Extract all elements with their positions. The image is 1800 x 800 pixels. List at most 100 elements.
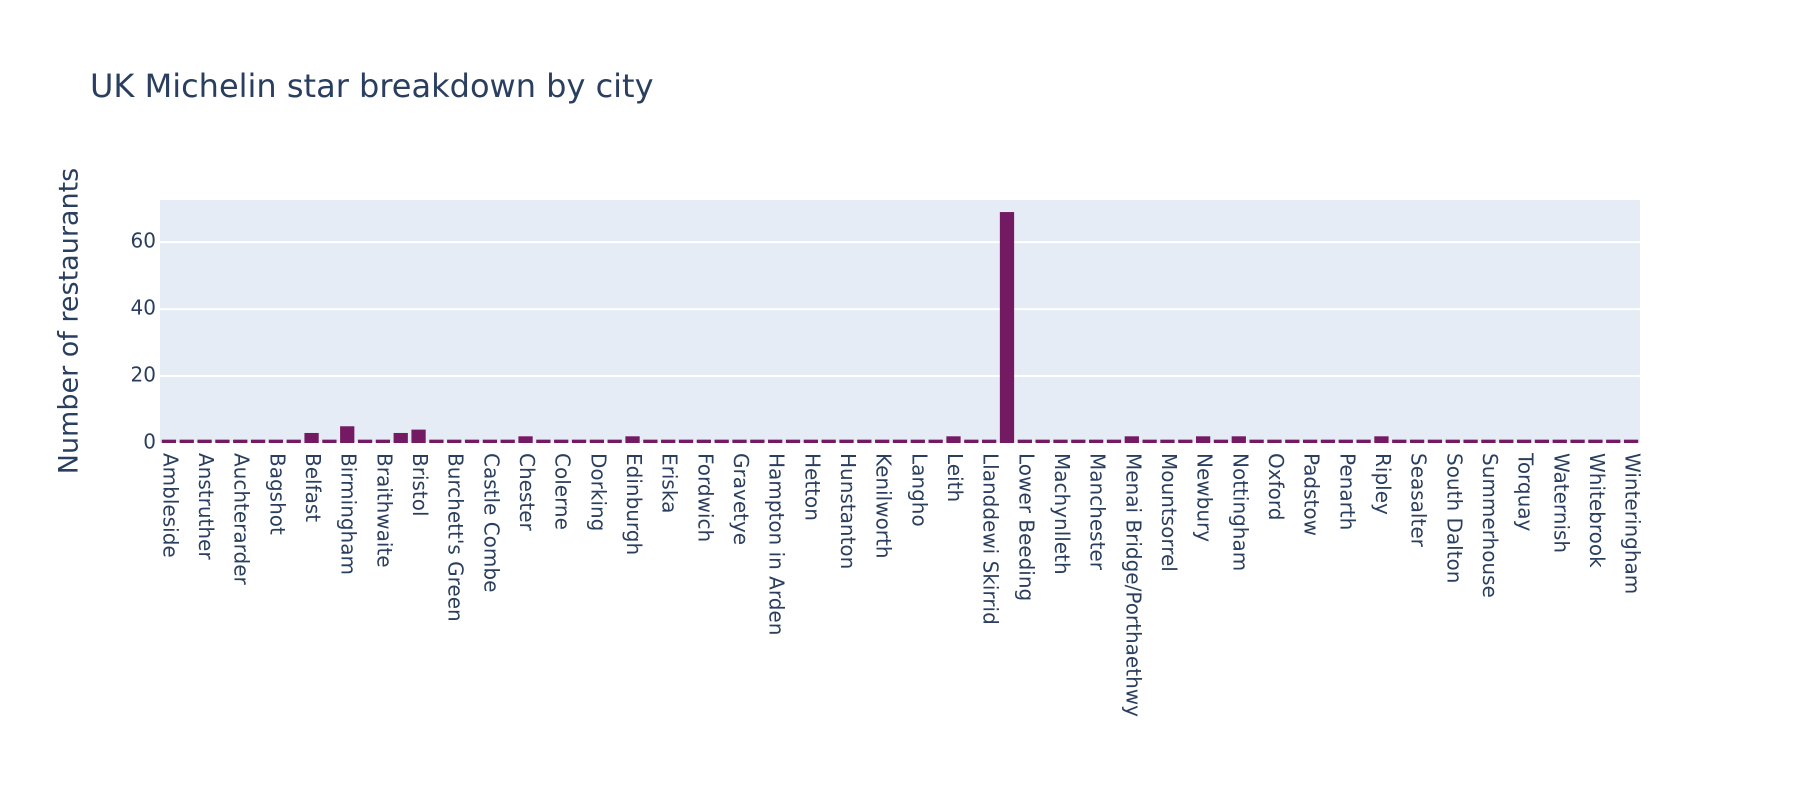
- bar: [1196, 436, 1211, 443]
- bar: [197, 439, 212, 443]
- bar: [250, 439, 266, 443]
- bar: [1089, 439, 1104, 443]
- x-tick-label: Llanddewi Skirrid: [979, 453, 1003, 625]
- bar: [304, 432, 319, 443]
- bar: [1463, 439, 1478, 443]
- bar: [910, 439, 925, 443]
- x-tick-label: Colerne: [551, 453, 575, 530]
- bar: [946, 436, 961, 443]
- x-tick-label: Chester: [515, 453, 539, 532]
- bar: [607, 439, 622, 443]
- bar: [1623, 439, 1639, 443]
- bar: [233, 439, 248, 443]
- bar: [1320, 439, 1336, 443]
- x-tick-label: Kenilworth: [872, 453, 896, 559]
- bar: [571, 439, 587, 443]
- bar: [1356, 439, 1371, 443]
- bar: [982, 439, 997, 443]
- x-tick-label: Mountsorrel: [1157, 453, 1181, 572]
- x-tick-label: Summerhouse: [1478, 453, 1502, 598]
- bar: [1267, 439, 1282, 443]
- bar: [678, 439, 694, 443]
- bar: [1481, 439, 1496, 443]
- x-tick-label: Bristol: [408, 453, 432, 517]
- bar: [1160, 439, 1175, 443]
- bar: [375, 439, 391, 443]
- x-tick-label: Anstruther: [194, 453, 218, 560]
- x-tick-label: Belfast: [301, 453, 325, 522]
- bar: [1445, 439, 1460, 443]
- y-tick-label: 40: [131, 296, 156, 320]
- x-tick-label: Waternish: [1549, 453, 1573, 553]
- x-tick-label: Manchester: [1086, 453, 1110, 571]
- bar: [215, 439, 230, 443]
- bar: [714, 439, 729, 443]
- bar: [1392, 439, 1407, 443]
- x-tick-label: Edinburgh: [622, 453, 646, 555]
- plot-area: [160, 200, 1640, 443]
- bar: [892, 439, 908, 443]
- x-tick-label: Hetton: [800, 453, 824, 521]
- bar: [429, 439, 444, 443]
- bar: [1302, 439, 1318, 443]
- x-tick-label: Newbury: [1193, 453, 1217, 542]
- bar: [161, 439, 177, 443]
- bar: [1409, 439, 1425, 443]
- bar: [357, 439, 373, 443]
- bar: [1017, 439, 1032, 443]
- bar: [1534, 439, 1550, 443]
- bar: [803, 439, 818, 443]
- bar: [1178, 439, 1193, 443]
- bar: [1124, 436, 1139, 443]
- x-tick-label: Oxford: [1264, 453, 1288, 520]
- bar: [411, 429, 426, 443]
- bar: [1142, 439, 1157, 443]
- x-tick-label: Lower Beeding: [1014, 453, 1038, 601]
- bar: [179, 439, 194, 443]
- bar: [500, 439, 515, 443]
- bar: [661, 439, 676, 443]
- x-tick-label: Fordwich: [693, 453, 717, 542]
- bar: [268, 439, 284, 443]
- x-tick-label: Langho: [907, 453, 931, 527]
- x-tick-label: Torquay: [1514, 452, 1538, 532]
- bar: [340, 426, 355, 443]
- bar: [785, 439, 801, 443]
- bar: [1106, 439, 1122, 443]
- bar: [928, 439, 943, 443]
- bar: [589, 439, 604, 443]
- bar: [1285, 439, 1300, 443]
- x-tick-label: Ripley: [1371, 453, 1395, 515]
- bar: [750, 439, 765, 443]
- bar: [1035, 439, 1050, 443]
- bar: [857, 439, 872, 443]
- x-tick-label: Braithwaite: [372, 453, 396, 568]
- x-tick-label: Hampton in Arden: [765, 453, 789, 635]
- bar: [1231, 436, 1246, 443]
- bar: [518, 436, 533, 443]
- bar: [768, 439, 783, 443]
- x-tick-label: Ambleside: [158, 453, 182, 558]
- bar: [554, 439, 569, 443]
- bar: [1570, 439, 1585, 443]
- x-tick-label: Hunstanton: [836, 453, 860, 569]
- x-tick-label: Penarth: [1335, 453, 1359, 530]
- chart-title: UK Michelin star breakdown by city: [90, 67, 654, 105]
- bar: [1053, 439, 1068, 443]
- x-tick-label: Whitebrook: [1585, 453, 1609, 568]
- bar: [536, 439, 551, 443]
- x-tick-label: Machynlleth: [1050, 453, 1074, 575]
- bar: [1516, 439, 1532, 443]
- bar: [999, 212, 1015, 443]
- bar: [1427, 439, 1443, 443]
- x-tick-label: Burchett's Green: [444, 453, 468, 622]
- x-tick-label: Castle Combe: [479, 453, 503, 592]
- x-tick-label: Seasalter: [1407, 453, 1431, 548]
- bar: [643, 439, 658, 443]
- bar: [1249, 439, 1264, 443]
- bar: [1213, 439, 1229, 443]
- bar: [1374, 436, 1389, 443]
- x-tick-label: Auchterarder: [230, 453, 254, 586]
- y-tick-label: 60: [131, 229, 156, 253]
